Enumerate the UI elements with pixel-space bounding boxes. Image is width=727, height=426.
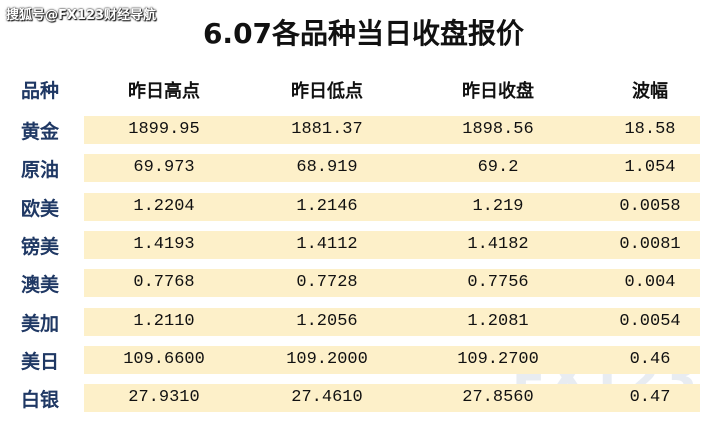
cell: 0.46 bbox=[629, 349, 671, 369]
header-cell: 昨日低点 bbox=[291, 81, 363, 102]
cell: 18.58 bbox=[624, 120, 676, 139]
header-cell: 昨日收盘 bbox=[462, 81, 534, 102]
title: 6.07各品种当日收盘报价 bbox=[202, 17, 525, 50]
cell: 1.2146 bbox=[296, 196, 358, 216]
cell: 27.4610 bbox=[291, 388, 363, 408]
row-label: 美日 bbox=[20, 350, 59, 373]
row-band bbox=[84, 307, 700, 336]
cell: 109.2000 bbox=[286, 349, 368, 369]
row-label: 镑美 bbox=[20, 235, 59, 258]
cell: 69.973 bbox=[133, 158, 195, 178]
row-band bbox=[84, 230, 700, 259]
row-label: 美加 bbox=[20, 312, 59, 335]
cell: 1.219 bbox=[472, 196, 524, 216]
row-band bbox=[84, 154, 700, 183]
cell: 0.004 bbox=[624, 273, 676, 293]
cell: 0.47 bbox=[629, 388, 671, 408]
cell: 69.2 bbox=[477, 158, 519, 178]
cell: 27.8560 bbox=[462, 388, 534, 408]
row-label: 欧美 bbox=[20, 197, 59, 220]
cell: 1.4182 bbox=[467, 234, 529, 254]
cell: 1.4112 bbox=[296, 234, 358, 254]
row-band bbox=[84, 345, 700, 374]
cell: 0.7728 bbox=[296, 273, 358, 293]
cell: 68.919 bbox=[296, 158, 358, 178]
cell: 1898.56 bbox=[462, 120, 534, 139]
cell: 0.0058 bbox=[619, 196, 681, 216]
cell: 1.2056 bbox=[296, 311, 358, 331]
watermark: 搜狐号@FX123财经导航 bbox=[6, 8, 157, 23]
cell: 1.2081 bbox=[467, 311, 529, 331]
header-cell: 品种 bbox=[20, 80, 59, 102]
row-band bbox=[84, 384, 700, 413]
row-label: 澳美 bbox=[20, 274, 59, 297]
cell: 109.6600 bbox=[123, 349, 205, 369]
cell: 27.9310 bbox=[128, 388, 200, 408]
cell: 1899.95 bbox=[128, 120, 200, 139]
cell: 1881.37 bbox=[291, 120, 363, 139]
header-cell: 昨日高点 bbox=[128, 81, 200, 102]
cell: 0.0054 bbox=[619, 311, 681, 331]
cell: 1.054 bbox=[624, 158, 676, 178]
row-band bbox=[84, 116, 700, 144]
header-cell: 波幅 bbox=[632, 81, 668, 102]
cell: 0.7756 bbox=[467, 273, 529, 293]
cell: 0.0081 bbox=[619, 234, 681, 254]
cell: 0.7768 bbox=[133, 273, 195, 293]
cell: 1.4193 bbox=[133, 234, 195, 254]
row-label: 白银 bbox=[20, 389, 59, 412]
row-label: 黄金 bbox=[20, 121, 59, 143]
row-label: 原油 bbox=[20, 159, 59, 182]
row-band bbox=[84, 192, 700, 221]
cell: 1.2204 bbox=[133, 196, 195, 216]
row-band bbox=[84, 269, 700, 298]
cell: 109.2700 bbox=[457, 349, 539, 369]
cell: 1.2110 bbox=[133, 311, 195, 331]
